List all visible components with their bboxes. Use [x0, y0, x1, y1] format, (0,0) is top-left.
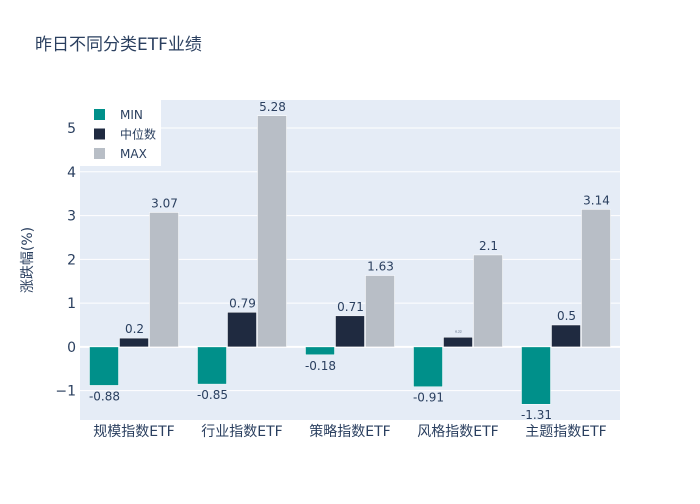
data-label: 5.28	[259, 100, 286, 114]
y-tick-label: 5	[67, 121, 76, 137]
data-label: 2.1	[479, 239, 498, 253]
y-tick-label: 0	[67, 340, 76, 356]
x-tick-label: 策略指数ETF	[309, 423, 390, 440]
bar-MAX	[473, 254, 503, 348]
legend-background	[80, 100, 161, 166]
bar-中位数	[443, 337, 473, 348]
bar-MIN	[521, 346, 551, 405]
legend: MIN 中位数 MAX	[80, 100, 161, 166]
bar-MIN	[413, 346, 443, 387]
bar-MAX	[365, 275, 395, 348]
data-label: 0.22	[455, 329, 462, 333]
bar-MAX	[149, 212, 179, 348]
data-label: 0.71	[337, 300, 364, 314]
data-label: -0.85	[197, 388, 228, 402]
bar-中位数	[119, 337, 149, 348]
y-tick-label: 3	[67, 209, 76, 225]
x-tick-label: 行业指数ETF	[201, 424, 282, 440]
data-label: 0.2	[125, 322, 144, 336]
legend-swatch	[94, 128, 105, 140]
data-label: 1.63	[367, 260, 394, 274]
data-label: 0.79	[229, 296, 256, 310]
y-tick-label: 2	[67, 252, 76, 268]
bar-MIN	[197, 346, 227, 385]
y-axis-label: 涨跌幅(%)	[20, 227, 36, 293]
y-tick-label: 4	[67, 165, 76, 181]
legend-swatch	[94, 109, 105, 120]
data-label: 0.5	[557, 309, 576, 323]
legend-label: MIN	[120, 108, 143, 122]
legend-label: 中位数	[120, 127, 156, 142]
data-label: 3.07	[151, 197, 178, 211]
bar-中位数	[335, 315, 365, 348]
data-label: -1.31	[521, 408, 552, 422]
legend-label: MAX	[120, 147, 147, 161]
x-tick-label: 风格指数ETF	[417, 424, 498, 440]
y-tick-label: −1	[55, 384, 76, 400]
data-label: -0.18	[305, 359, 336, 373]
bar-MIN	[89, 346, 119, 386]
bar-中位数	[551, 324, 581, 348]
bar-MAX	[257, 115, 287, 348]
bar-中位数	[227, 312, 257, 348]
x-tick-label: 主题指数ETF	[525, 424, 606, 440]
data-label: 3.14	[583, 193, 610, 207]
bar-MAX	[581, 209, 611, 348]
data-label: -0.88	[89, 389, 120, 403]
data-label: -0.91	[413, 391, 444, 405]
chart-title: 昨日不同分类ETF业绩	[35, 35, 202, 55]
legend-swatch	[94, 148, 105, 159]
x-tick-label: 规模指数ETF	[93, 424, 174, 440]
bar-MIN	[305, 346, 335, 356]
y-tick-label: 1	[67, 296, 76, 312]
